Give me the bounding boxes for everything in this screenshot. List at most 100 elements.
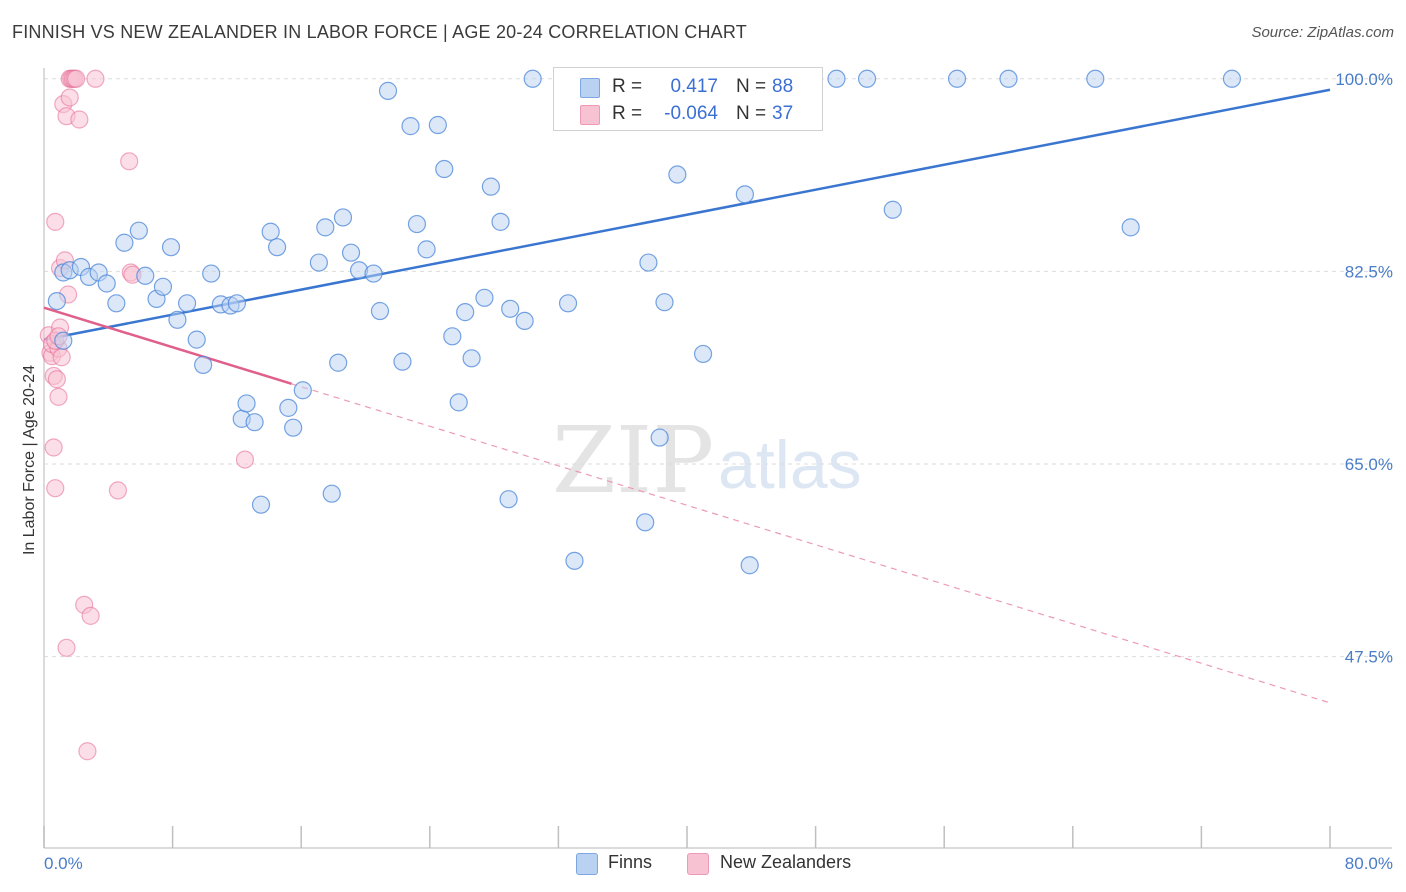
- finns-point: [245, 413, 264, 432]
- finns-point: [1086, 69, 1105, 88]
- finns-point: [857, 69, 877, 88]
- finns-point: [523, 69, 542, 88]
- finns-point: [565, 551, 584, 570]
- finns-point: [740, 556, 759, 575]
- finns-point: [456, 303, 475, 322]
- watermark-zip: ZIP: [552, 407, 714, 514]
- finns-point: [202, 264, 221, 283]
- legend-r-value-finns: 0.417: [670, 76, 718, 97]
- legend-swatch-finns: [580, 78, 600, 98]
- nz-point: [47, 370, 66, 389]
- legend-n-label: N =: [736, 76, 767, 97]
- finns-point: [501, 299, 520, 318]
- nz-point: [49, 387, 68, 406]
- nz-trendline-dashed: [291, 383, 1331, 704]
- finns-point: [316, 218, 335, 237]
- finns-point: [735, 185, 754, 204]
- finns-point: [54, 331, 73, 350]
- zipatlas-watermark: ZIP atlas: [552, 407, 862, 514]
- finns-point: [558, 294, 578, 313]
- finns-point: [261, 222, 280, 241]
- x-tick-label: 80.0%: [1345, 854, 1393, 873]
- nz-point: [81, 606, 100, 625]
- axes: [43, 68, 1392, 849]
- chart-title: FINNISH VS NEW ZEALANDER IN LABOR FORCE …: [12, 22, 747, 42]
- correlation-legend: R = 0.417 N = 88 R = -0.064 N = 37: [553, 67, 823, 131]
- y-tick-label: 47.5%: [1345, 648, 1393, 667]
- legend-row-nz: R = -0.064 N = 37: [554, 101, 822, 127]
- finns-point: [187, 330, 206, 349]
- x-tick-label: 0.0%: [44, 854, 83, 873]
- finns-point: [639, 253, 658, 272]
- nz-trendline-solid: [43, 306, 292, 385]
- legend-r-value-nz: -0.064: [664, 103, 718, 124]
- finns-point: [668, 165, 687, 184]
- nz-point: [57, 638, 76, 657]
- finns-point: [443, 327, 462, 346]
- finns-point: [47, 292, 66, 311]
- finns-point: [237, 394, 256, 413]
- x-tick-labels: 0.0% 80.0%: [44, 854, 1393, 873]
- finns-point: [370, 301, 390, 321]
- finns-point: [227, 294, 246, 313]
- nz-point: [70, 110, 89, 129]
- finns-point: [309, 253, 328, 272]
- y-tick-label: 65.0%: [1345, 455, 1393, 474]
- finns-point: [378, 81, 398, 100]
- nz-point: [78, 742, 97, 761]
- finns-point: [481, 177, 500, 196]
- finns-point: [449, 393, 468, 412]
- nz-point: [46, 479, 65, 498]
- legend-n-value-nz: 37: [772, 103, 794, 124]
- finns-point: [999, 69, 1018, 88]
- finns-point: [693, 344, 713, 364]
- finns-point: [407, 214, 427, 234]
- finns-point: [194, 355, 213, 375]
- finns-point: [329, 353, 348, 372]
- legend-n-value-finns: 88: [772, 76, 794, 97]
- finns-point: [515, 311, 534, 331]
- nz-point: [235, 450, 255, 469]
- nz-point: [46, 212, 65, 231]
- y-tick-label: 82.5%: [1345, 262, 1393, 281]
- legend-swatch-finns: [576, 853, 598, 875]
- gridlines: [44, 78, 1392, 658]
- nz-point: [108, 481, 128, 500]
- legend-n-label: N =: [736, 103, 767, 124]
- finns-point: [650, 428, 669, 447]
- finns-point: [364, 264, 383, 283]
- nz-point: [44, 438, 63, 457]
- finns-point: [401, 117, 420, 136]
- finns-point: [636, 513, 655, 532]
- finns-point: [279, 398, 298, 417]
- finns-point: [341, 243, 361, 262]
- finns-point: [97, 274, 116, 293]
- nz-point: [60, 88, 79, 107]
- finns-point: [129, 221, 148, 240]
- finns-point: [153, 277, 173, 296]
- finns-point: [491, 212, 510, 231]
- finns-point: [655, 293, 674, 312]
- finns-point: [393, 352, 412, 371]
- legend-swatch-nz: [687, 853, 709, 875]
- watermark-atlas: atlas: [718, 427, 862, 503]
- finns-point: [947, 69, 967, 88]
- finns-point: [322, 484, 341, 503]
- finns-point: [417, 240, 436, 259]
- finns-point: [1222, 69, 1242, 88]
- finns-point: [107, 294, 126, 313]
- finns-point: [428, 115, 447, 135]
- finns-trendline: [43, 88, 1331, 341]
- nz-point: [52, 348, 71, 367]
- finns-point: [177, 294, 197, 313]
- finns-point: [827, 69, 846, 88]
- legend-label-nz: New Zealanders: [720, 852, 852, 872]
- legend-swatch-nz: [580, 105, 600, 125]
- y-tick-labels: 47.5% 65.0% 82.5% 100.0%: [1335, 70, 1393, 667]
- finns-point: [161, 238, 181, 257]
- finns-point: [251, 495, 271, 514]
- legend-label-finns: Finns: [608, 852, 653, 872]
- legend-row-finns: R = 0.417 N = 88: [554, 74, 822, 100]
- finns-point: [293, 381, 312, 400]
